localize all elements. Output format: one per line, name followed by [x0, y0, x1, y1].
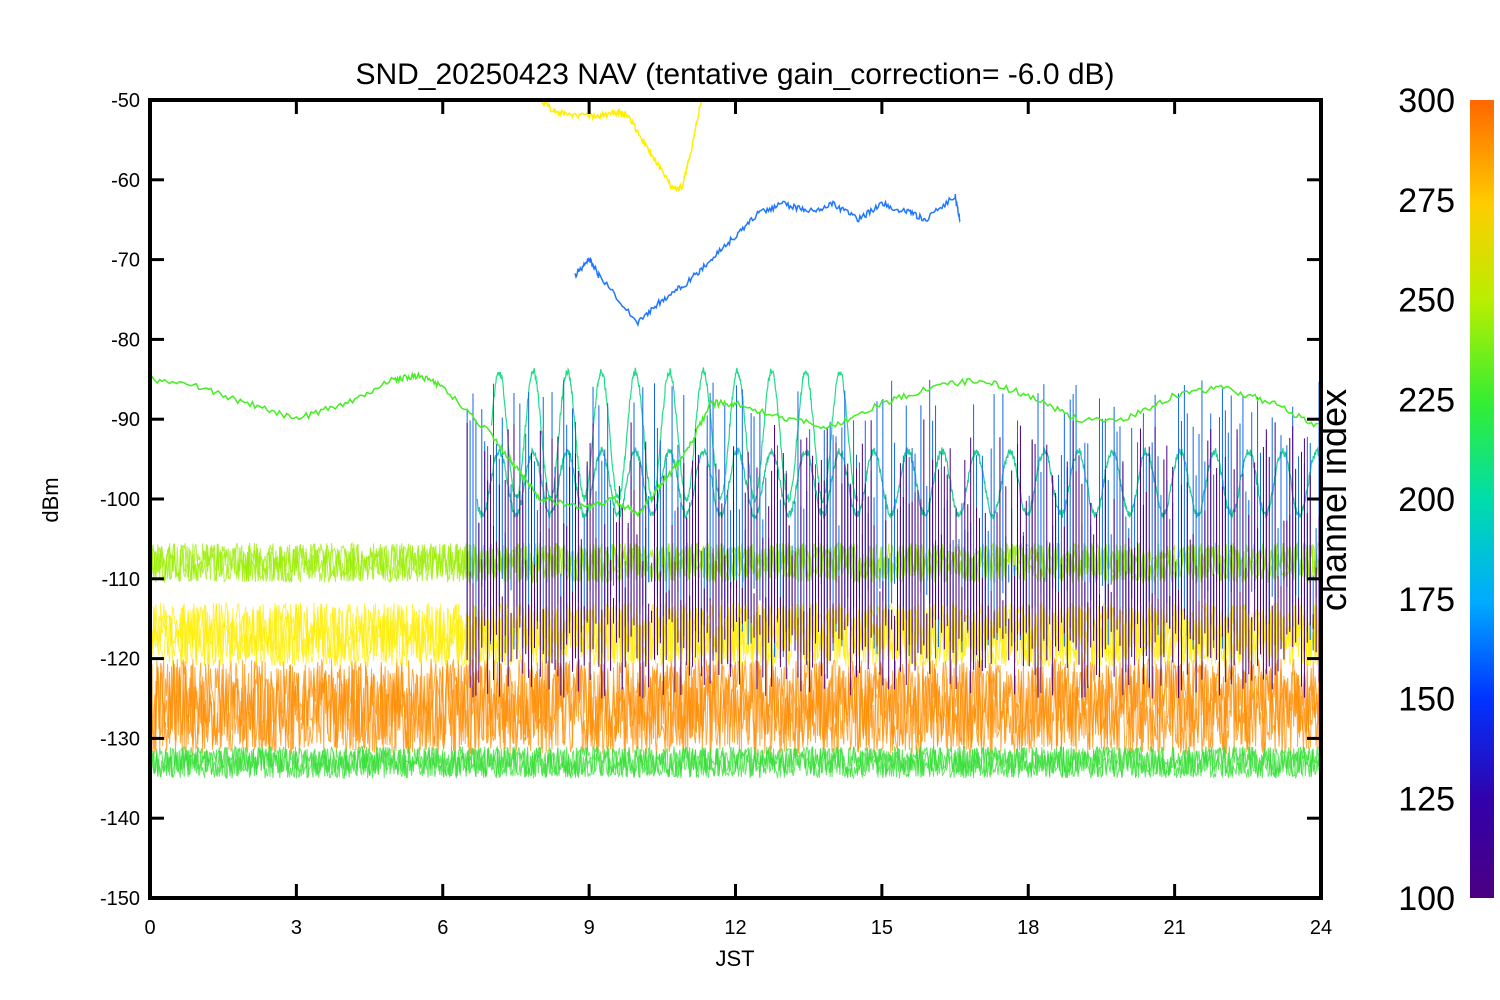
y-tick-label: -80: [111, 329, 140, 351]
y-tick-label: -50: [111, 90, 140, 112]
x-tick-label: 3: [291, 917, 302, 939]
series-trace-line: [150, 370, 1321, 518]
colorbar-tick-label: 275: [1398, 182, 1455, 220]
series-osc-ch215: [490, 367, 859, 504]
x-tick-label: 21: [1164, 917, 1186, 939]
series-band-line: [150, 744, 1321, 780]
series-trace-ch150: [574, 193, 961, 327]
x-tick-label: 15: [871, 917, 893, 939]
series-trace-ch245: [150, 370, 1321, 518]
colorbar-tick-label: 250: [1398, 282, 1455, 320]
series-osc-line: [476, 445, 1321, 520]
x-axis-label: JST: [715, 946, 754, 971]
series-osc-ch210: [476, 445, 1321, 520]
series-band-ch290: [150, 657, 1321, 755]
series-band-ch240: [150, 744, 1321, 780]
y-tick-label: -130: [100, 728, 140, 750]
x-tick-label: 18: [1017, 917, 1039, 939]
y-tick-label: -110: [101, 569, 140, 591]
y-tick-label: -100: [100, 489, 140, 511]
plot-frame: [148, 98, 1323, 900]
colorbar: [1470, 100, 1494, 898]
colorbar-tick-label: 200: [1398, 481, 1455, 519]
y-tick-label: -60: [111, 170, 140, 192]
series-band-ch255: [150, 541, 1321, 584]
series-band-ch270: [150, 601, 1321, 668]
y-tick-label: -70: [111, 250, 140, 272]
y-tick-label: -150: [100, 888, 140, 910]
series-spikes-ch110: [466, 419, 1320, 699]
chart-title: SND_20250423 NAV (tentative gain_correct…: [355, 58, 1114, 91]
colorbar-tick-label: 100: [1398, 880, 1455, 918]
x-tick-label: 24: [1310, 917, 1332, 939]
x-tick-label: 0: [144, 917, 155, 939]
colorbar-tick-label: 125: [1398, 780, 1455, 818]
series-band-line: [150, 658, 1321, 755]
colorbar-ticks: 300 275 250 225 200 175 150 125 100: [1398, 82, 1455, 918]
colorbar-tick-label: 300: [1398, 82, 1455, 120]
x-axis: 0 3 6 9 12 15 18 21 24: [144, 100, 1332, 939]
y-tick-label: -140: [100, 808, 140, 830]
y-axis-label: dBm: [38, 477, 63, 522]
series-trace-line: [540, 100, 703, 193]
series-trace-ch270: [540, 100, 703, 193]
y-tick-label: -90: [111, 409, 140, 431]
colorbar-label: channel index: [1313, 389, 1354, 611]
colorbar-tick-label: 175: [1398, 581, 1455, 619]
x-tick-label: 9: [584, 917, 595, 939]
colorbar-tick-label: 225: [1398, 381, 1455, 419]
x-tick-label: 6: [437, 917, 448, 939]
series-osc-line: [490, 367, 859, 504]
y-tick-label: -120: [100, 649, 140, 671]
x-tick-label: 12: [724, 917, 746, 939]
plot-area: [150, 100, 1321, 780]
colorbar-tick-label: 150: [1398, 681, 1455, 719]
y-axis: -50 -60 -70 -80 -90 -100 -110 -120 -130 -140 -150: [100, 90, 1321, 910]
series-trace-line: [574, 193, 961, 327]
